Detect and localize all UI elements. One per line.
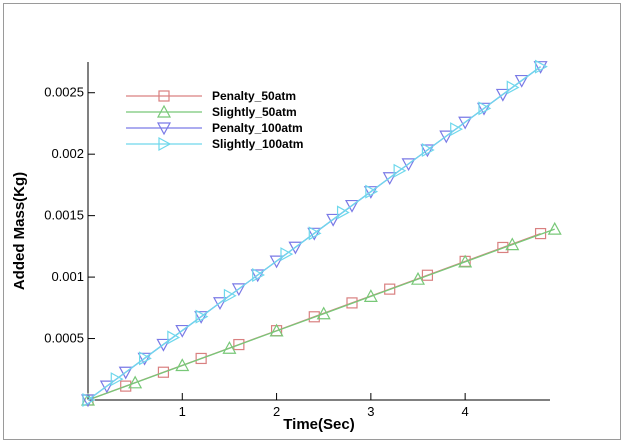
data-point [195, 352, 207, 365]
y-tick-label: 0.0015 [44, 208, 84, 223]
x-tick-label: 1 [179, 404, 186, 419]
data-point [421, 142, 435, 158]
legend-marker [156, 122, 172, 136]
data-point [363, 289, 378, 302]
legend: Penalty_50atm Slightly_50atm Penalty_100at… [126, 89, 303, 152]
data-point [156, 338, 171, 352]
data-point [138, 351, 152, 366]
legend-item: Slightly_50atm [126, 104, 297, 119]
data-point [167, 330, 181, 345]
x-axis-title: Time(Sec) [283, 416, 354, 433]
x-tick-label: 2 [273, 404, 280, 419]
data-point [346, 297, 358, 309]
data-point [382, 172, 397, 186]
legend-marker [158, 136, 172, 152]
data-point [175, 358, 190, 372]
data-point [307, 227, 322, 241]
legend-label: Slightly_50atm [212, 105, 297, 119]
data-point [288, 241, 303, 255]
data-point [308, 226, 322, 241]
data-point [212, 297, 228, 311]
data-point [336, 205, 350, 220]
data-point [393, 163, 407, 178]
y-tick-label: 0.0025 [44, 85, 84, 100]
data-point [80, 394, 96, 408]
data-point [363, 186, 378, 199]
data-point [231, 283, 246, 297]
data-point [195, 309, 209, 324]
data-point [326, 213, 341, 227]
legend-item: Penalty_50atm [126, 89, 296, 103]
data-point [450, 122, 463, 137]
series-layer [80, 59, 562, 408]
legend-item: Slightly_100atm [126, 136, 303, 152]
data-point [128, 375, 143, 389]
ticks: 1 2 3 4 0.0005 0.001 0.0015 0.002 0.0025 [44, 85, 469, 419]
data-point [365, 184, 379, 199]
data-point [344, 199, 360, 213]
data-point [269, 323, 284, 337]
data-point [194, 311, 209, 324]
data-point [547, 221, 562, 235]
data-point [421, 269, 434, 281]
data-point [280, 247, 294, 262]
data-point [316, 306, 331, 320]
data-point [252, 267, 265, 283]
data-point [439, 130, 454, 144]
y-tick-label: 0.0005 [44, 331, 84, 346]
data-point [110, 372, 124, 387]
data-point [384, 283, 396, 295]
legend-label: Slightly_100atm [212, 137, 303, 151]
legend-label: Penalty_100atm [212, 121, 303, 135]
legend-label: Penalty_50atm [212, 89, 296, 103]
x-tick-label: 3 [367, 404, 374, 419]
data-point [420, 144, 435, 158]
data-point [533, 61, 548, 74]
data-point [157, 366, 170, 378]
data-point [99, 380, 114, 394]
x-tick-label: 4 [462, 404, 469, 419]
data-point [137, 352, 152, 366]
data-point [222, 341, 237, 354]
legend-marker [156, 104, 172, 118]
data-point [233, 338, 245, 351]
data-point [514, 74, 529, 88]
data-point [269, 255, 284, 269]
data-point [534, 59, 548, 74]
y-tick-label: 0.002 [51, 146, 84, 161]
data-point [401, 158, 416, 172]
data-point [495, 88, 510, 102]
series-line [87, 228, 555, 401]
axes [87, 62, 550, 401]
data-point [175, 324, 190, 338]
series-Slightly_50atm [80, 221, 562, 406]
data-point [82, 392, 96, 408]
data-point [458, 254, 473, 268]
series-Slightly_100atm [82, 59, 548, 408]
series-line [87, 66, 541, 401]
data-point [118, 366, 133, 380]
y-tick-label: 0.001 [51, 269, 84, 284]
data-point [410, 271, 426, 285]
legend-marker [158, 90, 170, 102]
data-point [478, 101, 492, 116]
data-point [505, 237, 520, 251]
legend-item: Penalty_100atm [126, 121, 303, 136]
data-point [476, 102, 492, 116]
data-point [534, 227, 547, 240]
data-point [223, 288, 237, 303]
data-point [250, 269, 265, 283]
data-point [458, 116, 473, 130]
data-point [506, 80, 520, 95]
y-axis-title: Added Mass(Kg) [11, 172, 28, 290]
